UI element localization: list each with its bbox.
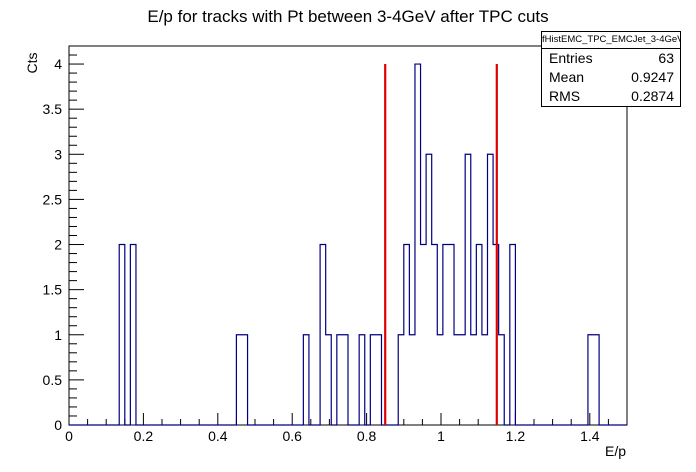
histogram-bin: [359, 335, 365, 425]
x-tick-label: 1.4: [580, 428, 600, 444]
x-tick-label: 1.2: [506, 428, 526, 444]
stats-label: RMS: [549, 88, 581, 104]
histogram-bin: [404, 245, 410, 425]
histogram-bin: [337, 335, 343, 425]
x-axis-label: E/p: [605, 443, 626, 459]
histogram-bin: [594, 335, 600, 425]
histogram-bars: [69, 63, 627, 426]
y-tick-label: 2: [54, 237, 62, 253]
cut-lines: [384, 64, 498, 425]
stats-label: Mean: [549, 69, 585, 85]
chart-title: E/p for tracks with Pt between 3-4GeV af…: [147, 7, 548, 26]
stats-value: 0.9247: [631, 69, 674, 85]
histogram-outline: [69, 63, 627, 426]
histogram-bin: [426, 154, 432, 425]
stats-row-mean: Mean 0.9247: [542, 68, 680, 87]
x-tick-label: 0.8: [357, 428, 377, 444]
histogram-bin: [421, 245, 427, 425]
stats-box: fHistEMC_TPC_EMCJet_3-4GeV Entries 63 Me…: [541, 31, 681, 107]
y-tick-label: 1.5: [43, 282, 63, 298]
histogram-bin: [376, 335, 382, 425]
y-tick-label: 3.5: [43, 101, 63, 117]
histogram-bin: [303, 335, 309, 425]
stats-box-title: fHistEMC_TPC_EMCJet_3-4GeV: [542, 32, 680, 49]
histogram-bin: [415, 64, 421, 425]
x-tick-label: 0: [65, 428, 73, 444]
stats-row-rms: RMS 0.2874: [542, 87, 680, 106]
y-tick-label: 1: [54, 327, 62, 343]
histogram-bin: [342, 335, 348, 425]
histogram-bin: [471, 335, 477, 425]
x-tick-label: 0.2: [134, 428, 154, 444]
histogram-bin: [482, 335, 488, 425]
stats-value: 63: [658, 50, 674, 66]
stats-row-entries: Entries 63: [542, 49, 680, 68]
histogram-bin: [465, 154, 471, 425]
stats-value: 0.2874: [631, 88, 674, 104]
histogram-bin: [130, 245, 136, 425]
histogram-bin: [443, 245, 449, 425]
x-tick-label: 0.4: [208, 428, 228, 444]
histogram-bin: [119, 245, 125, 425]
y-tick-label: 0.5: [43, 372, 63, 388]
histogram-bin: [236, 335, 242, 425]
histogram-bin: [499, 335, 505, 425]
y-axis-label: Cts: [24, 53, 40, 74]
histogram-bin: [409, 335, 415, 425]
histogram-bin: [454, 335, 460, 425]
histogram-bin: [588, 335, 594, 425]
histogram-bin: [398, 335, 404, 425]
histogram-bin: [476, 245, 482, 425]
histogram-bin: [370, 335, 376, 425]
histogram-bin: [320, 245, 326, 425]
histogram-bin: [242, 335, 248, 425]
histogram-bin: [448, 245, 454, 425]
y-tick-label: 2.5: [43, 191, 63, 207]
histogram-bin: [460, 335, 466, 425]
x-tick-label: 1: [437, 428, 445, 444]
y-tick-label: 0: [54, 417, 62, 433]
y-tick-label: 4: [54, 56, 62, 72]
histogram-bin: [326, 335, 332, 425]
axis-tick-labels: 0 0.2 0.4 0.6 0.8 1 1.2 1.4 0 0.5 1 1.5 2 2.5 3 3.5 4: [43, 56, 600, 444]
y-tick-label: 3: [54, 146, 62, 162]
histogram-bin: [510, 245, 516, 425]
histogram-bin: [432, 245, 438, 425]
x-tick-label: 0.6: [282, 428, 302, 444]
histogram-bin: [437, 335, 443, 425]
histogram-bin: [488, 154, 494, 425]
stats-label: Entries: [549, 50, 593, 66]
